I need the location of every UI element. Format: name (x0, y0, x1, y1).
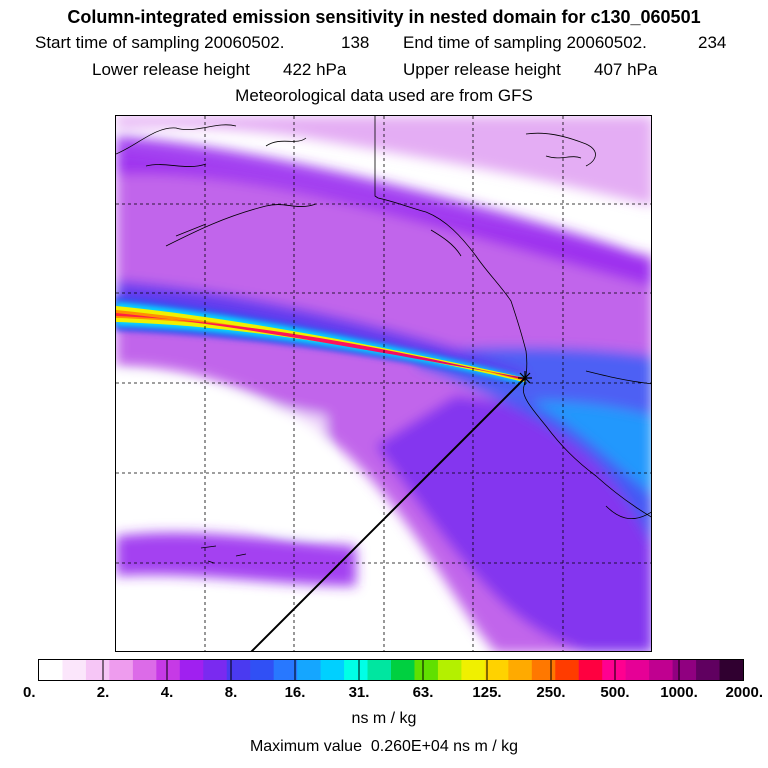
colorbar-swatch (62, 660, 87, 680)
colorbar-swatch (344, 660, 369, 680)
colorbar-swatch (203, 660, 228, 680)
max-label: Maximum value (249, 738, 362, 755)
plume-band (116, 296, 526, 386)
flight-track (250, 371, 532, 651)
maximum-value-line: Maximum value 0.260E+04 ns m / kg (0, 738, 768, 756)
colorbar-tick-label: 250. (536, 684, 566, 701)
colorbar-swatch (672, 660, 697, 680)
colorbar-tick-label: 8. (224, 684, 238, 701)
end-time-label: End time of sampling 20060502. (403, 33, 647, 52)
colorbar-swatch (602, 660, 627, 680)
colorbar-swatch (649, 660, 674, 680)
colorbar-swatch (391, 660, 416, 680)
colorbar-swatch (250, 660, 275, 680)
colorbar-swatch (414, 660, 439, 680)
coastlines (116, 116, 651, 564)
colorbar-swatch (226, 660, 251, 680)
colorbar-swatch (179, 660, 204, 680)
colorbar-swatches (39, 660, 743, 680)
colorbar-swatch (132, 660, 157, 680)
colorbar-swatch (85, 660, 110, 680)
colorbar-swatch (109, 660, 134, 680)
upper-release-label: Upper release height (403, 60, 561, 79)
colorbar-swatch (531, 660, 556, 680)
colorbar-swatch (39, 660, 64, 680)
colorbar-swatch (508, 660, 533, 680)
sensitivity-field (116, 116, 651, 651)
colorbar-tick-label: 63. (412, 684, 434, 701)
upper-release-value: 407 hPa (594, 60, 658, 79)
colorbar-tick-label: 4. (160, 684, 174, 701)
colorbar-swatch (297, 660, 322, 680)
colorbar-swatch (273, 660, 298, 680)
met-data-line: Meteorological data used are from GFS (235, 86, 533, 105)
colorbar-tick-label: 31. (348, 684, 370, 701)
colorbar-swatch (156, 660, 181, 680)
colorbar-tick-label: 2000. (725, 684, 763, 701)
colorbar-swatch (625, 660, 650, 680)
colorbar-swatch (578, 660, 603, 680)
colorbar-tick-label: 1000. (660, 684, 698, 701)
lower-release-label: Lower release height (92, 60, 250, 79)
colorbar-swatch (719, 660, 743, 680)
start-time-value: 138 (341, 33, 370, 52)
colorbar-tick-label: 0. (23, 684, 36, 701)
end-time-value: 234 (698, 33, 727, 52)
colorbar-swatch (484, 660, 509, 680)
map-title: Column-integrated emission sensitivity i… (67, 7, 701, 27)
colorbar-tick-label: 500. (600, 684, 630, 701)
lower-release-value: 422 hPa (283, 60, 347, 79)
colorbar (38, 659, 744, 681)
max-value: 0.260E+04 ns m / kg (370, 738, 519, 755)
colorbar-swatch (555, 660, 580, 680)
colorbar-tick-label: 16. (284, 684, 306, 701)
colorbar-swatch (437, 660, 462, 680)
colorbar-swatch (367, 660, 392, 680)
colorbar-tick-label: 125. (472, 684, 502, 701)
colorbar-swatch (696, 660, 721, 680)
colorbar-swatch (320, 660, 345, 680)
sensitivity-map (115, 115, 652, 652)
colorbar-swatch (461, 660, 486, 680)
colorbar-units: ns m / kg (351, 710, 417, 727)
map-canvas (116, 116, 651, 651)
release-point-marker (518, 371, 532, 385)
colorbar-tick-label: 2. (96, 684, 110, 701)
start-time-label: Start time of sampling 20060502. (35, 33, 285, 52)
